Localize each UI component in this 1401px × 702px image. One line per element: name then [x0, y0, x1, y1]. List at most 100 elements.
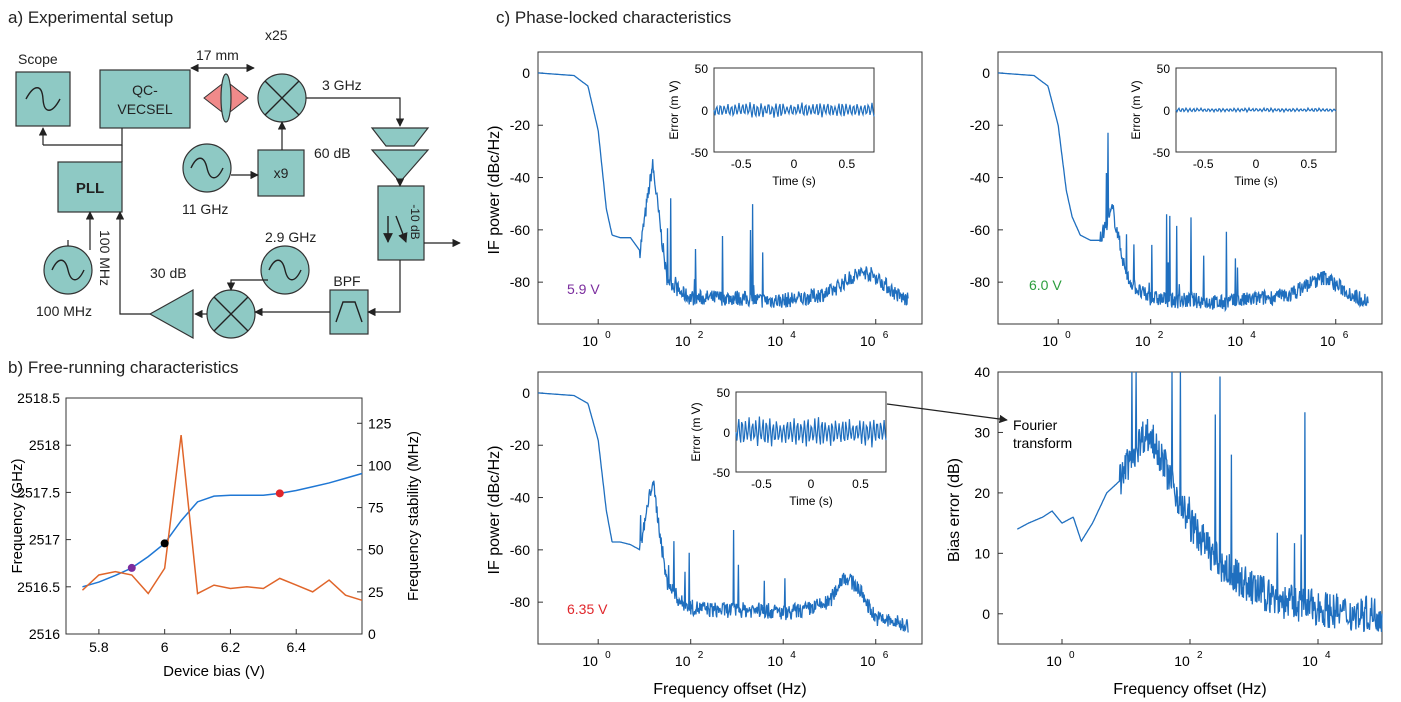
x-axis-label: Device bias (V) [163, 663, 265, 680]
bias-marker [127, 563, 136, 572]
amplifier-60db-top [370, 127, 430, 147]
y-tick-label: -20 [510, 117, 530, 133]
x-tick-label: 10 [1227, 333, 1243, 349]
inset-y-tick-label: -50 [1153, 146, 1171, 160]
inset-x-tick-label: 0.5 [838, 157, 855, 171]
y2-axis-label: Frequency stability (MHz) [405, 431, 422, 601]
attenuator-label: -10 dB [408, 204, 422, 239]
x-tick-label: 10 [1174, 653, 1190, 669]
fourier-arrow [886, 403, 1008, 424]
y-tick-label: 2517 [29, 532, 60, 548]
x-tick-label: 10 [582, 333, 598, 349]
gain-60db-label: 60 dB [314, 145, 351, 161]
inset-error-trace [735, 416, 887, 448]
gain-30db-label: 30 dB [150, 265, 187, 281]
inset-y-tick-label: 0 [723, 426, 730, 440]
amplifier-30db-icon [148, 288, 194, 340]
scope-label: Scope [18, 51, 58, 67]
y-tick-label: -60 [510, 222, 530, 238]
y-tick-label: 0 [982, 65, 990, 81]
x-tick-exponent: 2 [1197, 650, 1203, 661]
inset-ylabel: Error (m V) [689, 402, 703, 461]
inset-x-tick-label: -0.5 [1193, 157, 1214, 171]
scope-wave-icon [25, 87, 61, 111]
phase-locked-figure: 0 -20 -40 -60 -80 10 0 10 2 10 4 10 6 0 -20 -40 -60 -80 10… [486, 51, 1383, 698]
y-tick-label: 0 [982, 606, 990, 622]
x-tick-label: 10 [1046, 653, 1062, 669]
x-tick-label: 10 [860, 333, 876, 349]
y-tick-label: -60 [970, 222, 990, 238]
y-tick-label: 2517.5 [17, 484, 60, 500]
y2-tick-label: 125 [368, 415, 392, 431]
qc-vecsel-label-1: QC- [132, 82, 158, 98]
x-tick-exponent: 6 [883, 330, 889, 341]
x-tick-label: 10 [1042, 333, 1058, 349]
x25-label: x25 [265, 27, 288, 43]
x9-label: x9 [274, 165, 289, 181]
x-tick-label: 6 [161, 639, 169, 655]
x-tick-exponent: 6 [1343, 330, 1349, 341]
inset-x-tick-label: 0 [791, 157, 798, 171]
inset-error-trace [1175, 106, 1337, 114]
y-tick-label: 40 [974, 364, 990, 380]
x-tick-exponent: 4 [790, 650, 796, 661]
psd-plot-2-frame [997, 51, 1383, 325]
inset-x-tick-label: 0 [1253, 157, 1260, 171]
psd-plot-3-xlabel: Frequency offset (Hz) [653, 681, 807, 698]
x-tick-label: 10 [675, 333, 691, 349]
freq-2p9ghz-label: 2.9 GHz [265, 229, 316, 245]
bias-annotation-5p9: 5.9 V [567, 281, 600, 297]
frequency-series-line [82, 472, 363, 588]
lens-left [203, 82, 223, 114]
x-tick-exponent: 2 [698, 330, 704, 341]
pll-block [57, 161, 123, 213]
bpf-label: BPF [333, 273, 360, 289]
inset-ylabel: Error (m V) [1129, 80, 1143, 139]
y-tick-label: -80 [510, 594, 530, 610]
panel-b-label: b) Free-running characteristics [8, 358, 239, 377]
x-tick-exponent: 2 [698, 650, 704, 661]
panel-c-label: c) Phase-locked characteristics [496, 8, 732, 27]
y-tick-label: 10 [974, 545, 990, 561]
y-tick-label: 0 [522, 385, 530, 401]
pll-label: PLL [76, 180, 104, 197]
y-tick-label: 2516.5 [17, 579, 60, 595]
fourier-label-1: Fourier [1013, 417, 1058, 433]
bpf-block [329, 289, 369, 335]
y-tick-label: -20 [970, 117, 990, 133]
inset-y-tick-label: 0 [701, 104, 708, 118]
y2-tick-label: 100 [368, 457, 392, 473]
y-tick-label: -80 [510, 274, 530, 290]
stability-series-line [81, 434, 363, 602]
inset-y-tick-label: 0 [1163, 104, 1170, 118]
bias-annotation-6p0: 6.0 V [1029, 277, 1062, 293]
qc-vecsel-label-2: VECSEL [117, 101, 172, 117]
x-tick-exponent: 0 [1069, 650, 1075, 661]
plot-frame [65, 397, 363, 635]
freq-11ghz-label: 11 GHz [182, 201, 228, 217]
inset-xlabel: Time (s) [789, 494, 833, 508]
y-axis-label: Frequency (GHz) [9, 458, 26, 573]
x-tick-label: 10 [1135, 333, 1151, 349]
inset-error-trace [713, 102, 875, 118]
bias-marker [275, 489, 284, 498]
y2-tick-label: 0 [368, 626, 376, 642]
bias-marker [160, 539, 169, 548]
inset-y-tick-label: 50 [695, 62, 709, 76]
inset-x-tick-label: -0.5 [751, 477, 772, 491]
x-tick-label: 10 [860, 653, 876, 669]
lens-right [229, 82, 249, 114]
x-tick-label: 10 [582, 653, 598, 669]
inset-xlabel: Time (s) [1234, 174, 1278, 188]
inset-y-tick-label: 50 [717, 386, 731, 400]
x-tick-label: 10 [1320, 333, 1336, 349]
psd-plot-1-frame [537, 51, 923, 325]
psd-series-line [537, 392, 909, 633]
amplifier-60db-icon [370, 149, 430, 183]
y-tick-label: -40 [510, 170, 530, 186]
inset-x-tick-label: 0.5 [852, 477, 869, 491]
y-tick-label: 2516 [29, 626, 60, 642]
x-tick-exponent: 0 [605, 330, 611, 341]
y-tick-label: 0 [522, 65, 530, 81]
x-tick-exponent: 4 [1325, 650, 1331, 661]
